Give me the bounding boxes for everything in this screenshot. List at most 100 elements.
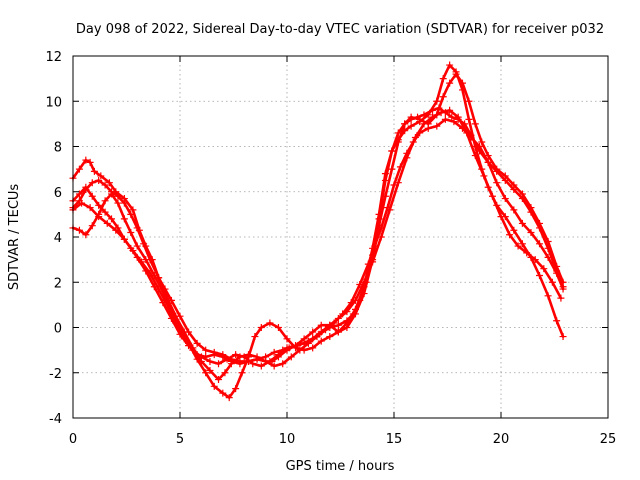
y-tick-label: 2: [54, 276, 62, 291]
data-point: [388, 165, 396, 173]
x-axis-label: GPS time / hours: [286, 459, 395, 474]
series-line: [71, 72, 565, 381]
data-point: [326, 321, 334, 329]
data-point: [394, 136, 402, 144]
data-point: [334, 314, 342, 322]
data-point: [531, 256, 539, 264]
data-point: [270, 362, 278, 370]
data-point: [523, 249, 531, 257]
data-point: [202, 346, 210, 354]
data-point: [510, 206, 518, 214]
data-point: [407, 122, 415, 130]
data-point: [559, 333, 567, 341]
data-point: [236, 360, 244, 368]
data-point: [292, 342, 300, 350]
grid-lines: [73, 56, 608, 418]
data-point: [465, 115, 473, 123]
data-point: [189, 346, 197, 354]
data-point: [471, 152, 479, 160]
data-point: [120, 199, 128, 207]
data-point: [296, 346, 304, 354]
data-point: [249, 360, 257, 368]
data-point: [548, 278, 556, 286]
data-point: [386, 206, 394, 214]
data-point: [518, 240, 526, 248]
data-point: [429, 113, 437, 121]
data-point: [401, 120, 409, 128]
data-point: [82, 231, 90, 239]
data-point: [527, 204, 535, 212]
data-point: [251, 333, 259, 341]
data-point: [172, 319, 180, 327]
data-point: [518, 219, 526, 227]
data-point: [446, 61, 454, 69]
data-point: [375, 210, 383, 218]
y-tick-label: 8: [54, 141, 62, 156]
data-point: [86, 204, 94, 212]
data-point: [257, 324, 265, 331]
data-point: [88, 179, 96, 187]
data-point: [441, 115, 449, 123]
data-point: [137, 258, 145, 266]
data-point: [360, 278, 368, 286]
data-point: [133, 224, 141, 232]
data-point: [501, 195, 509, 203]
chart-title: Day 098 of 2022, Sidereal Day-to-day VTE…: [76, 22, 604, 37]
data-point: [309, 344, 317, 352]
data-point: [112, 226, 120, 234]
data-point: [215, 376, 223, 384]
data-point: [82, 183, 90, 191]
data-point: [501, 172, 509, 180]
data-point: [317, 321, 325, 329]
data-point: [557, 294, 565, 302]
data-point: [206, 357, 214, 365]
y-tick-label: -2: [49, 367, 62, 382]
data-point: [300, 339, 308, 347]
data-point: [343, 319, 351, 327]
data-point: [120, 235, 128, 243]
data-point: [101, 208, 109, 216]
data-point: [326, 333, 334, 341]
data-point: [257, 362, 265, 370]
data-point: [544, 253, 552, 261]
data-point: [232, 385, 240, 393]
data-point: [163, 301, 171, 309]
data-point: [448, 113, 456, 121]
data-point: [343, 308, 351, 316]
data-point: [95, 213, 103, 221]
data-point: [253, 355, 261, 363]
data-point: [95, 201, 103, 209]
data-point: [514, 242, 522, 250]
data-point: [416, 118, 424, 126]
y-tick-label: 0: [54, 322, 62, 337]
data-point: [493, 179, 501, 187]
data-point: [75, 190, 83, 198]
data-point: [238, 369, 246, 377]
data-point: [407, 113, 415, 121]
data-point: [553, 269, 561, 277]
data-point: [433, 97, 441, 105]
data-point: [127, 228, 135, 236]
data-point: [553, 317, 561, 325]
data-point: [266, 357, 274, 365]
data-point: [210, 351, 218, 359]
data-point: [420, 120, 428, 128]
data-point: [458, 86, 466, 94]
data-point: [381, 170, 389, 178]
data-point: [232, 351, 240, 359]
data-point: [559, 285, 567, 293]
data-point: [146, 269, 154, 277]
data-point: [279, 360, 287, 368]
y-tick-label: 12: [45, 50, 62, 65]
data-point: [437, 109, 445, 117]
data-point: [536, 240, 544, 248]
data-point: [240, 353, 248, 361]
data-point: [480, 172, 488, 180]
x-tick-label: 20: [493, 432, 510, 447]
data-point: [180, 335, 188, 343]
data-point: [221, 369, 229, 377]
data-point: [476, 143, 484, 150]
data-point: [103, 219, 111, 227]
data-point: [334, 321, 342, 329]
